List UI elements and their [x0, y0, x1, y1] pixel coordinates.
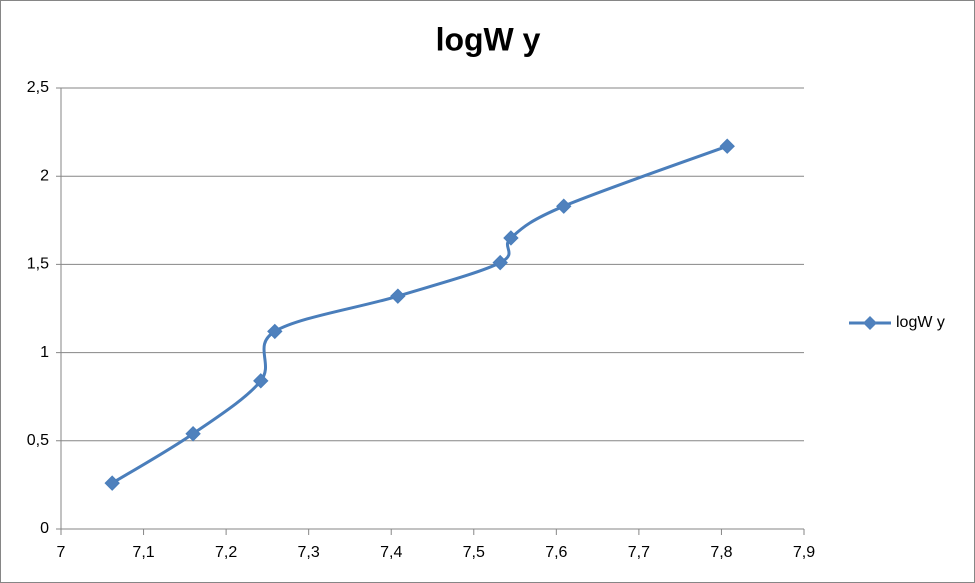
data-point: [719, 138, 735, 154]
data-point: [492, 254, 508, 271]
y-tick-label: 0: [40, 520, 49, 537]
x-tick-label: 7,1: [132, 544, 154, 561]
y-tick-label: 2,5: [27, 79, 49, 96]
x-tick-label: 7,5: [463, 544, 485, 561]
x-tick-label: 7: [57, 544, 66, 561]
data-point: [556, 198, 572, 214]
data-point: [253, 373, 269, 389]
chart-title: logW y: [436, 21, 541, 57]
legend-label: logW y: [896, 314, 945, 331]
x-tick-label: 7,9: [793, 544, 815, 561]
x-tick-label: 7,3: [298, 544, 320, 561]
x-tick-label: 7,6: [545, 544, 567, 561]
legend-marker: [863, 316, 877, 330]
y-tick-label: 2: [40, 167, 49, 184]
x-tick-label: 7,2: [215, 544, 237, 561]
y-tick-label: 0,5: [27, 432, 49, 449]
data-point: [503, 230, 519, 246]
data-point: [390, 288, 406, 304]
x-tick-label: 7,8: [710, 544, 732, 561]
y-tick-label: 1: [40, 344, 49, 361]
data-point: [104, 475, 120, 491]
data-point: [267, 323, 283, 340]
data-point: [185, 426, 201, 442]
x-tick-label: 7,7: [628, 544, 650, 561]
y-tick-label: 1,5: [27, 256, 49, 273]
x-tick-label: 7,4: [380, 544, 402, 561]
